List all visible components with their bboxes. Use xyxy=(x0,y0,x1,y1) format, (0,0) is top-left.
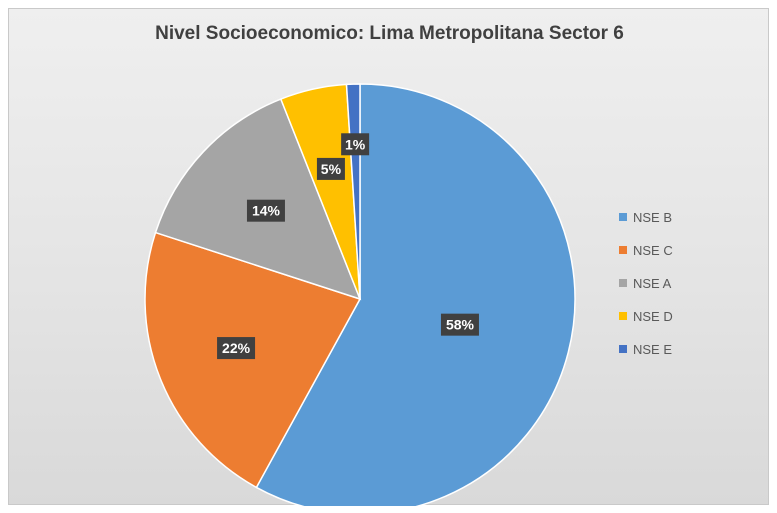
data-label-box xyxy=(341,133,370,156)
data-label-text: 14% xyxy=(252,203,281,219)
data-label-nse-c: 22% xyxy=(217,337,256,360)
pie-slice-nse-a xyxy=(154,98,362,301)
legend-label: NSE D xyxy=(633,308,673,324)
data-label-text: 5% xyxy=(321,161,342,177)
legend-swatch xyxy=(619,345,627,353)
legend-label: NSE E xyxy=(633,341,673,357)
chart-area: Nivel Socioeconomico: Lima Metropolitana… xyxy=(8,8,769,506)
data-label-box xyxy=(440,313,479,336)
legend-label: NSE B xyxy=(633,209,673,225)
data-label-nse-e: 1% xyxy=(341,133,370,156)
data-labels: 58% 22% 14% 5%1% xyxy=(217,133,479,360)
chart-title: Nivel Socioeconomico: Lima Metropolitana… xyxy=(155,23,624,44)
data-label-text: 22% xyxy=(222,340,251,356)
legend-swatch xyxy=(619,312,627,320)
data-label-nse-b: 58% xyxy=(440,313,479,336)
data-label-nse-a: 14% xyxy=(246,199,285,222)
legend-swatch xyxy=(619,213,627,221)
legend-item-nse-e: NSE E xyxy=(619,339,699,359)
pie-chart: 58% 22% 14% 5%1% xyxy=(144,83,576,506)
data-label-box xyxy=(316,157,345,180)
pie-slice-nse-b xyxy=(255,83,576,506)
legend-swatch xyxy=(619,279,627,287)
data-label-box xyxy=(217,337,256,360)
legend: NSE B NSE C NSE A NSE D NSE E xyxy=(619,207,699,372)
legend-item-nse-b: NSE B xyxy=(619,207,699,227)
data-label-text: 58% xyxy=(446,317,475,333)
data-label-text: 1% xyxy=(345,136,366,152)
data-label-nse-d: 5% xyxy=(316,157,345,180)
legend-label: NSE C xyxy=(633,242,673,258)
legend-item-nse-d: NSE D xyxy=(619,306,699,326)
pie-slice-nse-c xyxy=(144,231,362,489)
data-label-box xyxy=(246,199,285,222)
legend-swatch xyxy=(619,246,627,254)
legend-label: NSE A xyxy=(633,275,672,291)
legend-item-nse-a: NSE A xyxy=(619,273,699,293)
legend-item-nse-c: NSE C xyxy=(619,240,699,260)
